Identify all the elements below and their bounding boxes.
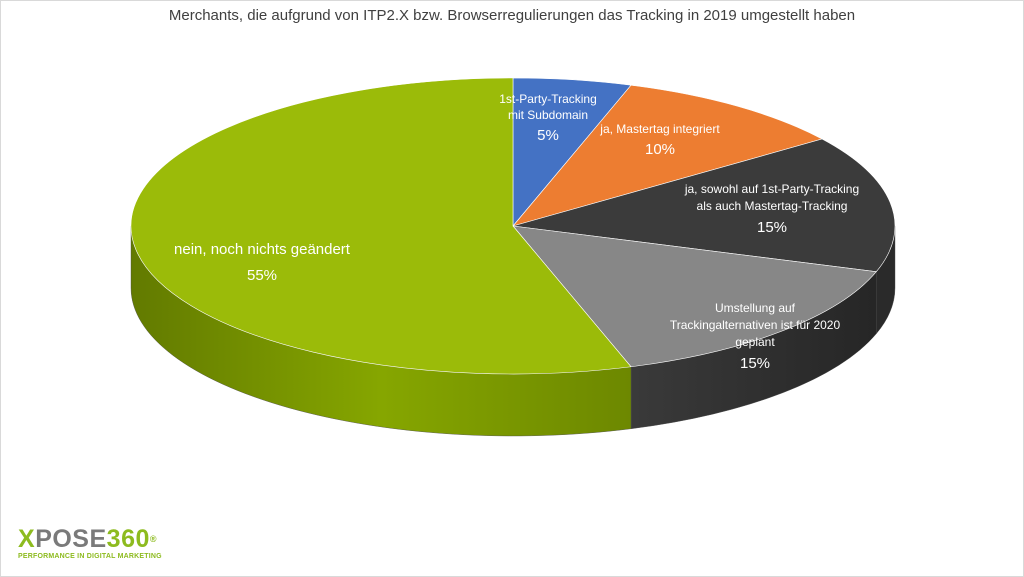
- logo-360: 360: [106, 525, 150, 553]
- pie-label-text: nein, noch nichts geändert: [174, 241, 351, 258]
- pie-label-1: 1st-Party-Tracking mit Subdomain 5%: [499, 92, 597, 144]
- pie-label-text: Umstellung auf: [715, 301, 796, 315]
- pie-label-text: ja, Mastertag integriert: [599, 122, 720, 136]
- pie-side-walls: [130, 225, 896, 437]
- chart-title: Merchants, die aufgrund von ITP2.X bzw. …: [168, 7, 856, 24]
- pie-label-text: ja, sowohl auf 1st-Party-Tracking: [684, 182, 859, 196]
- pie-value-label: 15%: [740, 355, 770, 372]
- xpose360-logo: XPOSE360® PERFORMANCE IN DIGITAL MARKETI…: [18, 527, 162, 561]
- pie-label-text: Trackingalternativen ist für 2020: [670, 318, 841, 332]
- pie-label-text: 1st-Party-Tracking: [499, 92, 597, 106]
- pie-label-text: mit Subdomain: [508, 108, 588, 122]
- pie-labels: 1st-Party-Tracking mit Subdomain 5% ja, Mas…: [174, 92, 859, 372]
- pie-slice-2: [512, 84, 823, 227]
- pie-slice-3: [512, 138, 896, 273]
- logo-wordmark: XPOSE360®: [18, 527, 162, 552]
- pie-label-3: ja, sowohl auf 1st-Party-Tracking als auc…: [684, 182, 859, 236]
- pie-value-label: 55%: [247, 267, 277, 284]
- logo-pose: POSE: [35, 525, 107, 553]
- logo-registered-mark: ®: [149, 534, 158, 544]
- pie-top-faces: [130, 77, 896, 375]
- logo-x: X: [18, 525, 36, 553]
- pie-slice-5: [130, 77, 632, 375]
- pie-label-4: Umstellung auf Trackingalternativen ist f…: [670, 301, 841, 372]
- pie-value-label: 5%: [537, 127, 559, 144]
- pie-value-label: 15%: [757, 219, 787, 236]
- pie-label-text: geplant: [735, 335, 775, 349]
- logo-tagline: PERFORMANCE IN DIGITAL MARKETING: [18, 553, 162, 560]
- pie-label-text: als auch Mastertag-Tracking: [697, 199, 848, 213]
- pie-slice-4: [512, 225, 877, 368]
- pie-label-2: ja, Mastertag integriert 10%: [599, 122, 720, 158]
- pie-label-5: nein, noch nichts geändert 55%: [174, 241, 351, 284]
- pie-value-label: 10%: [645, 141, 675, 158]
